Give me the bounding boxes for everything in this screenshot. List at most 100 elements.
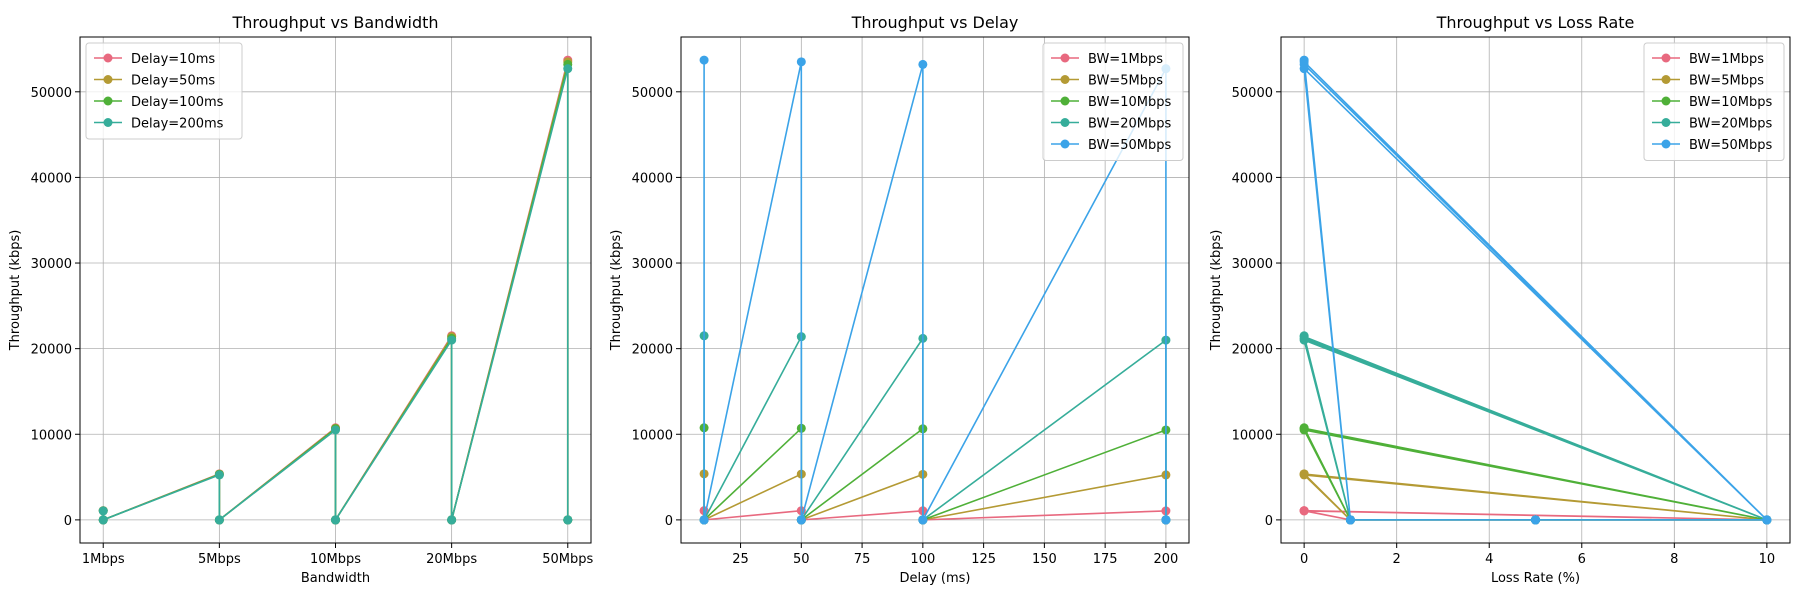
legend-label: Delay=10ms xyxy=(131,52,215,67)
legend-item: BW=20Mbps xyxy=(1051,117,1171,132)
data-point xyxy=(214,515,224,525)
legend-item: BW=20Mbps xyxy=(1652,117,1772,132)
y-axis-label: Throughput (kbps) xyxy=(8,230,23,352)
y-tick-label: 10000 xyxy=(632,428,673,443)
series-BW=20Mbps xyxy=(1299,331,1772,525)
legend-label: BW=10Mbps xyxy=(1088,95,1171,110)
legend-box xyxy=(1042,42,1184,161)
legend-label: BW=5Mbps xyxy=(1689,74,1764,89)
x-tick-label: 25 xyxy=(732,552,749,567)
data-point xyxy=(214,470,224,480)
data-point xyxy=(447,335,457,345)
legend-item: Delay=50ms xyxy=(94,74,215,89)
series-BW=50Mbps xyxy=(1299,55,1772,525)
data-point xyxy=(563,515,573,525)
y-tick-label: 40000 xyxy=(1232,171,1273,186)
x-tick-label: 2 xyxy=(1393,552,1401,567)
legend-marker xyxy=(1060,118,1070,127)
legend-label: BW=50Mbps xyxy=(1689,138,1772,153)
x-tick-label: 5Mbps xyxy=(198,552,241,567)
y-tick-label: 20000 xyxy=(632,343,673,358)
legend-label: BW=5Mbps xyxy=(1088,74,1163,89)
legend-label: Delay=50ms xyxy=(131,74,215,89)
data-point xyxy=(447,515,457,525)
y-axis-label: Throughput (kbps) xyxy=(609,230,624,352)
y-tick-label: 50000 xyxy=(1232,86,1273,101)
y-tick-label: 0 xyxy=(64,514,72,529)
legend-marker xyxy=(1661,53,1671,63)
legend-marker xyxy=(1661,96,1671,106)
legend-marker xyxy=(103,75,113,84)
data-point xyxy=(796,57,806,67)
x-tick-label: 20Mbps xyxy=(426,552,477,567)
data-point xyxy=(331,515,340,525)
chart-panel-3: 0 2 4 6 8 10 0 10000 20000 30000 40000 50000 Through… xyxy=(1209,13,1791,586)
x-tick-label: 10 xyxy=(1759,552,1776,567)
data-point xyxy=(98,506,108,516)
legend-item: BW=1Mbps xyxy=(1652,52,1764,67)
x-tick-label: 6 xyxy=(1578,552,1586,567)
x-axis-label: Bandwidth xyxy=(301,571,370,586)
data-point xyxy=(699,55,709,65)
legend-marker xyxy=(103,96,113,106)
series-line xyxy=(703,509,1167,521)
x-tick-label: 0 xyxy=(1300,552,1308,567)
data-point xyxy=(796,515,806,525)
legend-item: Delay=200ms xyxy=(94,117,224,132)
y-tick-label: 20000 xyxy=(1232,343,1273,358)
axes-frame xyxy=(1280,36,1791,544)
y-tick-label: 50000 xyxy=(632,86,673,101)
y-tick-label: 30000 xyxy=(1232,257,1273,272)
y-tick-label: 0 xyxy=(665,514,673,529)
data-point xyxy=(1345,515,1355,525)
legend-box xyxy=(1643,42,1785,161)
data-point xyxy=(1299,506,1309,516)
legend-box xyxy=(85,42,243,140)
series-line xyxy=(703,473,1167,521)
legend: Delay=10ms Delay=50ms Delay=100ms Delay=200… xyxy=(85,42,243,140)
x-tick-label: 4 xyxy=(1485,552,1493,567)
series-line xyxy=(1303,427,1768,521)
legend-marker xyxy=(1661,75,1671,84)
legend-label: Delay=100ms xyxy=(131,95,224,110)
x-tick-label: 75 xyxy=(854,552,871,567)
x-tick-label: 50Mbps xyxy=(542,552,593,567)
x-tick-label: 100 xyxy=(910,552,935,567)
data-point xyxy=(1299,470,1309,480)
legend-item: BW=10Mbps xyxy=(1652,95,1772,110)
data-point xyxy=(918,59,928,69)
series-line xyxy=(1303,60,1768,521)
legend-item: BW=50Mbps xyxy=(1652,138,1772,153)
legend-label: BW=20Mbps xyxy=(1689,117,1772,132)
legend-label: BW=1Mbps xyxy=(1088,52,1163,67)
legend-item: BW=1Mbps xyxy=(1051,52,1163,67)
chart-title: Throughput vs Loss Rate xyxy=(1436,13,1635,32)
legend-marker xyxy=(1060,139,1070,149)
y-tick-label: 40000 xyxy=(632,171,673,186)
legend-marker xyxy=(1060,96,1070,106)
legend-item: BW=10Mbps xyxy=(1051,95,1171,110)
y-tick-label: 0 xyxy=(1265,514,1273,529)
y-axis-label: Throughput (kbps) xyxy=(1209,230,1224,352)
legend-marker xyxy=(103,118,113,127)
series-BW=10Mbps xyxy=(1299,423,1772,525)
series-line xyxy=(703,427,1167,521)
chart-panel-2: 25 50 75 100 125 150 175 200 0 10000 20000 30000 400… xyxy=(609,13,1190,586)
data-point xyxy=(563,64,573,74)
data-point xyxy=(1531,515,1540,525)
series-BW=20Mbps xyxy=(699,331,1171,525)
series-line xyxy=(1303,335,1768,521)
legend: BW=1Mbps BW=5Mbps BW=10Mbps BW=20Mbps BW=50M… xyxy=(1643,42,1785,161)
series-line xyxy=(703,335,1167,521)
data-point xyxy=(331,425,340,435)
legend-label: Delay=200ms xyxy=(131,117,224,132)
x-tick-label: 1Mbps xyxy=(82,552,125,567)
legend-label: BW=10Mbps xyxy=(1689,95,1772,110)
legend-item: Delay=10ms xyxy=(94,52,215,67)
x-tick-label: 125 xyxy=(971,552,996,567)
axes-frame xyxy=(680,36,1190,544)
legend-label: BW=20Mbps xyxy=(1088,117,1171,132)
legend-label: BW=50Mbps xyxy=(1088,138,1171,153)
data-point xyxy=(1299,425,1309,435)
